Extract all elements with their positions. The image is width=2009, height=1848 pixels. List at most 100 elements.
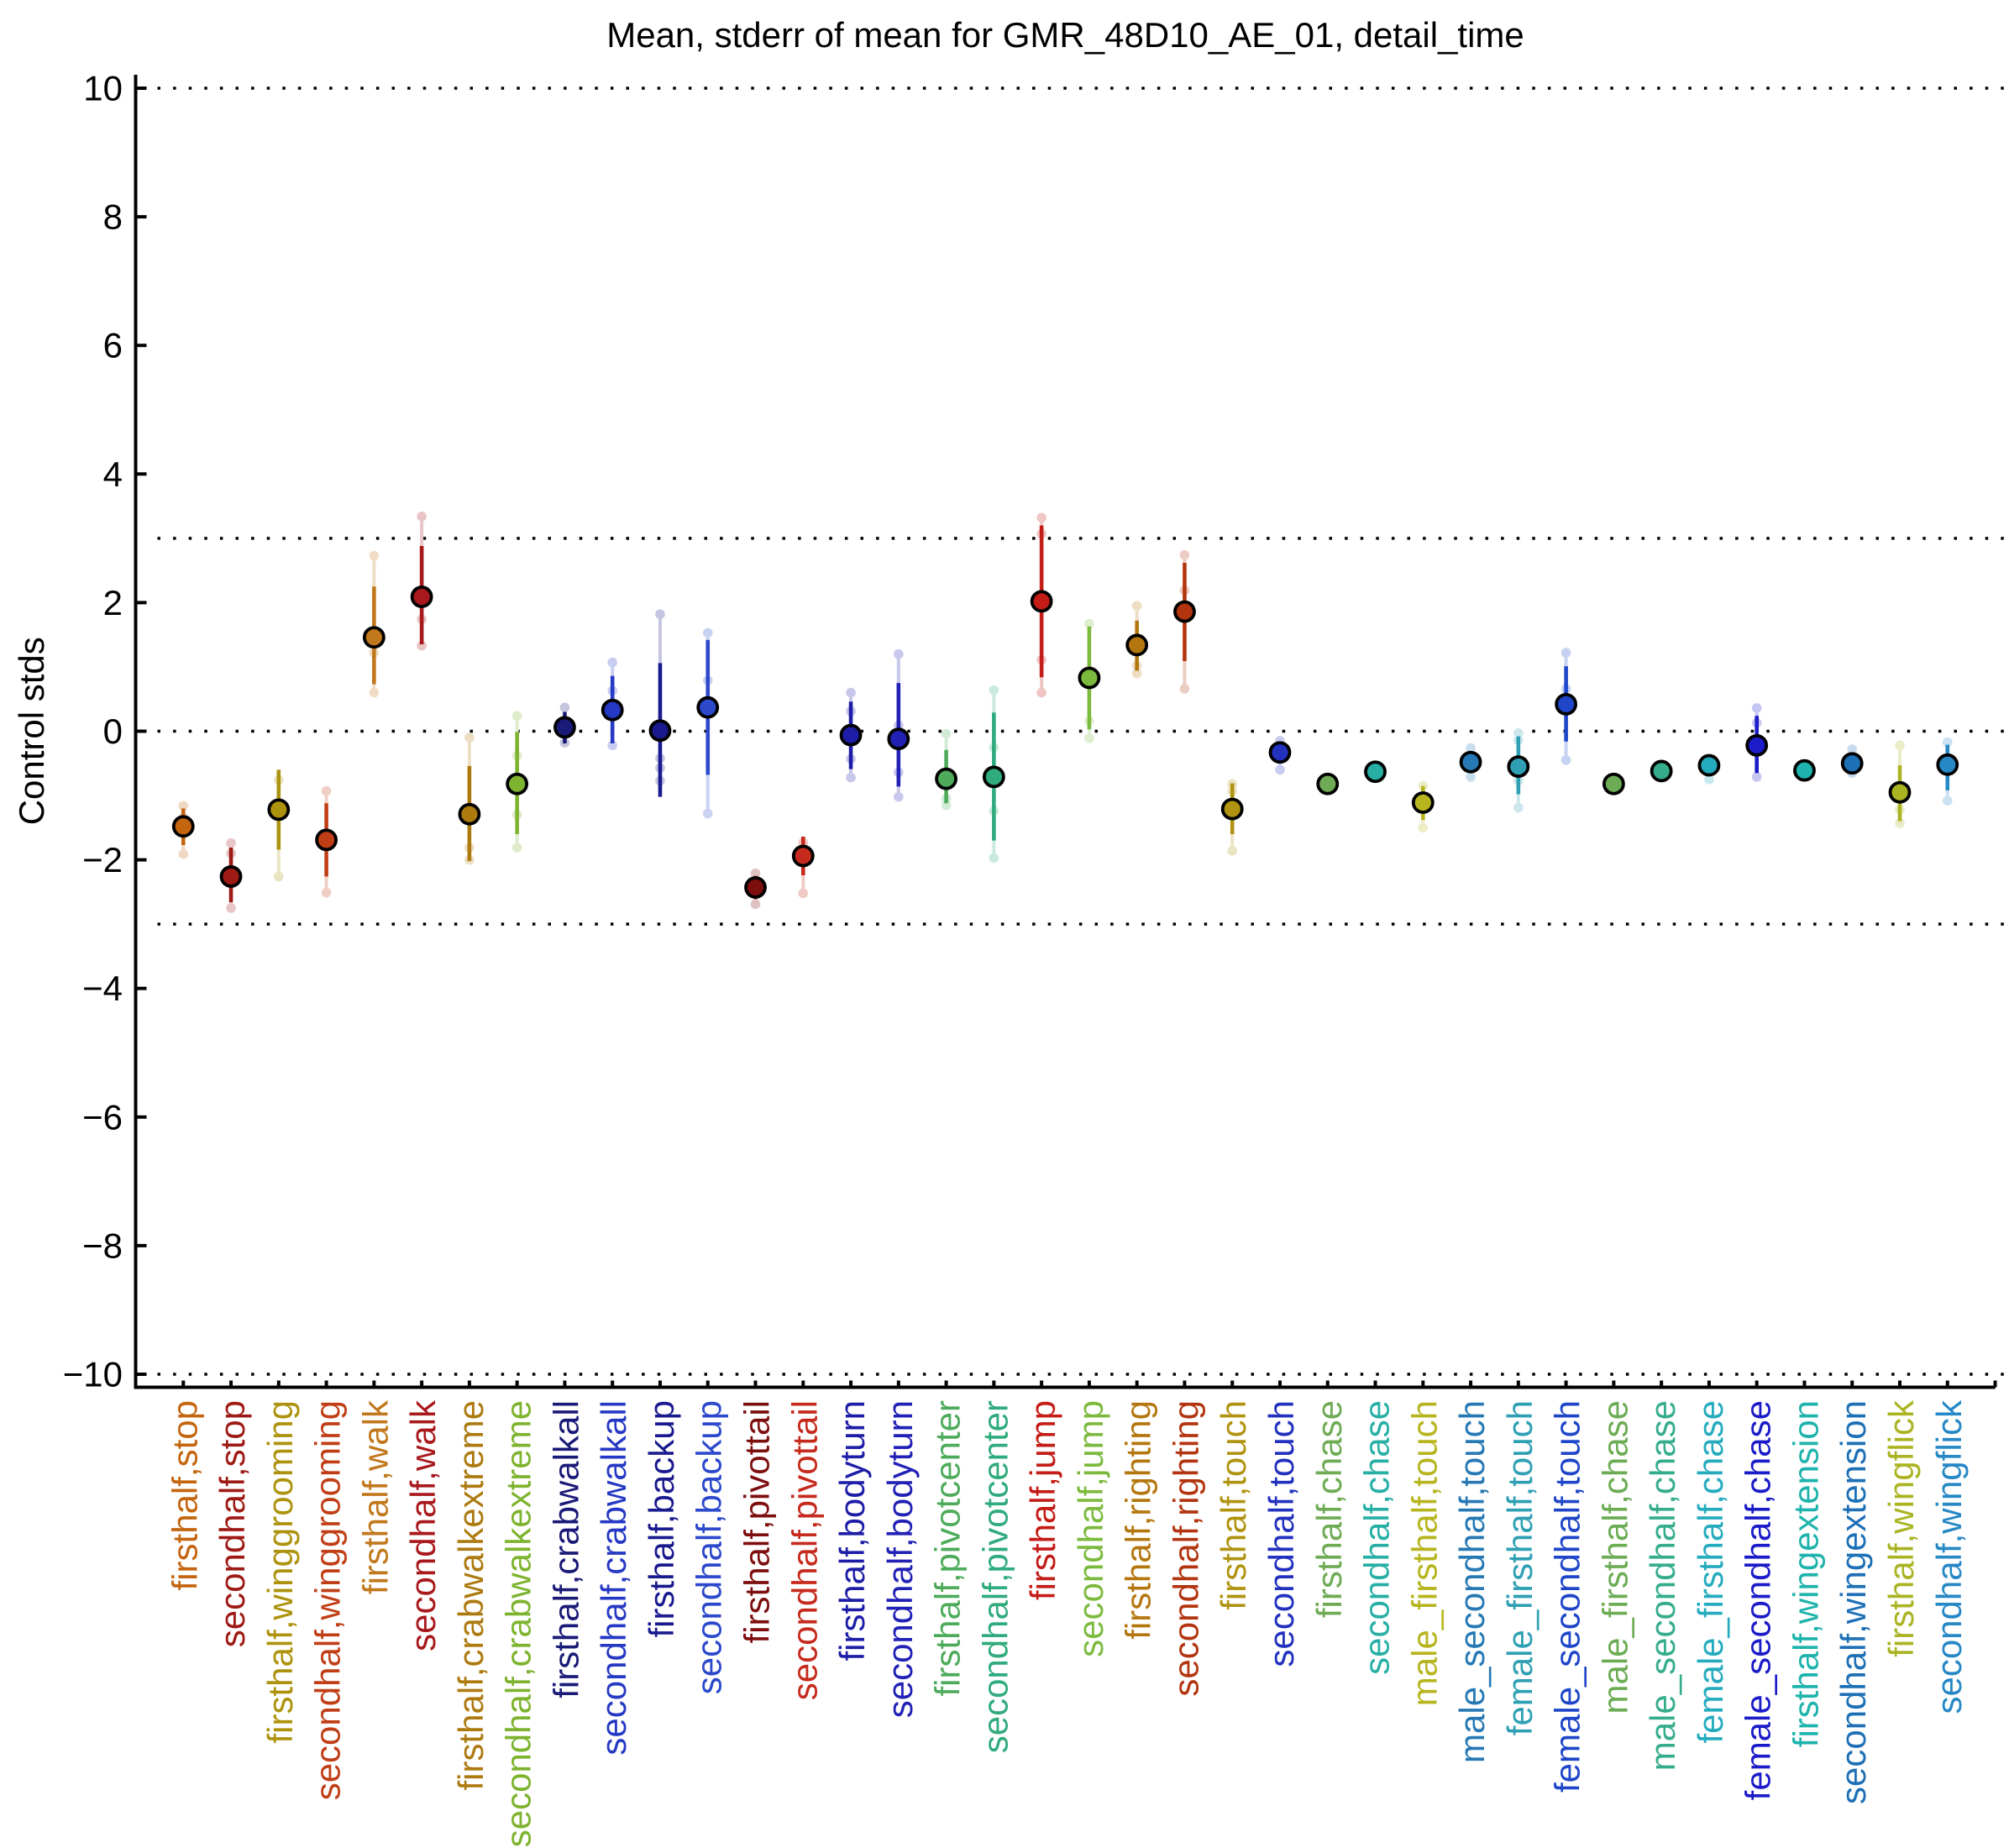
mean-dot	[935, 767, 957, 790]
category-series	[1840, 744, 1864, 779]
category-series	[1650, 759, 1673, 783]
data-layer	[171, 512, 1959, 913]
category-series	[362, 550, 386, 698]
x-category-label: female_secondhalf,chase	[1739, 1400, 1778, 1800]
x-category-label: secondhalf,wingflick	[1929, 1399, 1969, 1714]
set-mean-dot	[1751, 772, 1762, 782]
x-category-label: secondhalf,wingextension	[1833, 1400, 1873, 1804]
set-mean-dot	[1466, 772, 1476, 782]
mean-dot	[601, 698, 624, 722]
set-mean-dot	[369, 550, 380, 561]
set-mean-dot	[750, 899, 761, 910]
category-series	[1793, 759, 1816, 782]
x-category-label: firsthalf,pivottail	[737, 1400, 777, 1643]
axes-layer	[134, 75, 1997, 1389]
mean-dot	[171, 815, 195, 838]
category-series	[791, 837, 815, 899]
mean-dot	[458, 802, 481, 826]
y-tick-label: 8	[103, 197, 123, 237]
x-category-label: secondhalf,touch	[1262, 1400, 1301, 1667]
x-category-label: firsthalf,crabwalkextreme	[451, 1400, 490, 1790]
set-mean-dot	[607, 740, 617, 751]
category-series	[1078, 618, 1101, 743]
category-series	[315, 785, 338, 898]
y-tick-label: 0	[103, 711, 123, 751]
set-mean-dot	[1131, 668, 1142, 679]
y-axis-label: Control stds	[12, 637, 51, 825]
category-series	[1316, 772, 1340, 795]
x-category-label: secondhalf,pivotcenter	[975, 1400, 1015, 1753]
set-mean-dot	[1513, 727, 1524, 738]
y-tick-label: −2	[82, 840, 123, 879]
category-series	[1697, 753, 1721, 785]
x-category-label: firsthalf,winggrooming	[260, 1400, 300, 1744]
mean-dot	[887, 727, 910, 751]
set-mean-dot	[464, 732, 475, 743]
x-category-label: male_firsthalf,chase	[1595, 1400, 1634, 1714]
set-mean-dot	[417, 640, 427, 651]
x-category-label: secondhalf,backup	[690, 1400, 729, 1694]
category-series	[1364, 760, 1387, 784]
mean-dot	[1316, 772, 1340, 795]
x-category-label: firsthalf,wingflick	[1881, 1399, 1921, 1657]
ticklabel-layer: −10 −8 −6 −4 −2 0 2 4 6 8 10	[63, 69, 123, 1394]
mean-dot	[839, 723, 863, 747]
set-mean-dot	[511, 711, 522, 721]
chart-title: Mean, stderr of mean for GMR_48D10_AE_01…	[606, 15, 1524, 55]
x-category-label: male_firsthalf,touch	[1404, 1400, 1444, 1706]
category-series	[648, 609, 672, 797]
category-series	[1555, 648, 1577, 765]
category-series	[267, 769, 291, 882]
mean-dot	[982, 765, 1005, 789]
category-series	[1125, 601, 1149, 679]
mean-dot	[1459, 750, 1482, 774]
x-category-label: male_secondhalf,touch	[1452, 1400, 1492, 1763]
set-mean-dot	[989, 853, 999, 864]
set-mean-dot	[1084, 733, 1094, 743]
set-mean-dot	[321, 887, 332, 898]
y-tick-label: 10	[83, 69, 123, 108]
mean-dot	[696, 696, 720, 719]
mean-dot	[219, 865, 243, 888]
set-mean-dot	[1275, 764, 1285, 775]
x-category-label: secondhalf,pivottail	[784, 1400, 824, 1700]
mean-dot	[315, 828, 338, 852]
category-series	[839, 687, 863, 783]
set-mean-dot	[511, 843, 522, 853]
mean-dot	[410, 585, 433, 608]
category-series	[696, 627, 720, 819]
set-mean-dot	[369, 687, 380, 698]
category-series	[1936, 737, 1959, 806]
category-series	[1459, 743, 1482, 782]
x-category-label: firsthalf,wingextension	[1786, 1400, 1825, 1747]
mean-dot	[1030, 590, 1053, 613]
y-tick-label: 6	[103, 326, 123, 365]
y-tick-label: −6	[82, 1097, 123, 1137]
y-tick-label: −10	[63, 1355, 123, 1394]
set-mean-dot	[846, 772, 856, 783]
mean-dot	[1745, 733, 1769, 757]
category-series	[1888, 740, 1912, 828]
set-mean-dot	[607, 657, 617, 668]
set-mean-dot	[655, 609, 665, 619]
set-mean-dot	[750, 868, 761, 879]
set-mean-dot	[178, 801, 189, 811]
category-series	[171, 801, 195, 859]
x-category-label: firsthalf,walk	[355, 1399, 395, 1594]
mean-dot	[1220, 797, 1244, 821]
mean-dot	[553, 716, 576, 739]
xlabel-layer: firsthalf,stop secondhalf,stop firsthalf,w…	[165, 1399, 1968, 1847]
x-category-label: firsthalf,chase	[1309, 1400, 1349, 1618]
mean-dot	[1364, 760, 1387, 784]
x-category-label: firsthalf,stop	[165, 1400, 204, 1590]
set-mean-dot	[274, 871, 284, 882]
set-mean-dot	[1942, 795, 1953, 806]
y-tick-label: 4	[103, 454, 123, 494]
category-series	[410, 512, 433, 651]
mean-dot	[1411, 791, 1435, 814]
category-series	[1220, 779, 1244, 856]
set-mean-dot	[226, 837, 236, 848]
mean-dot	[1173, 600, 1196, 623]
set-mean-dot	[1895, 818, 1905, 828]
